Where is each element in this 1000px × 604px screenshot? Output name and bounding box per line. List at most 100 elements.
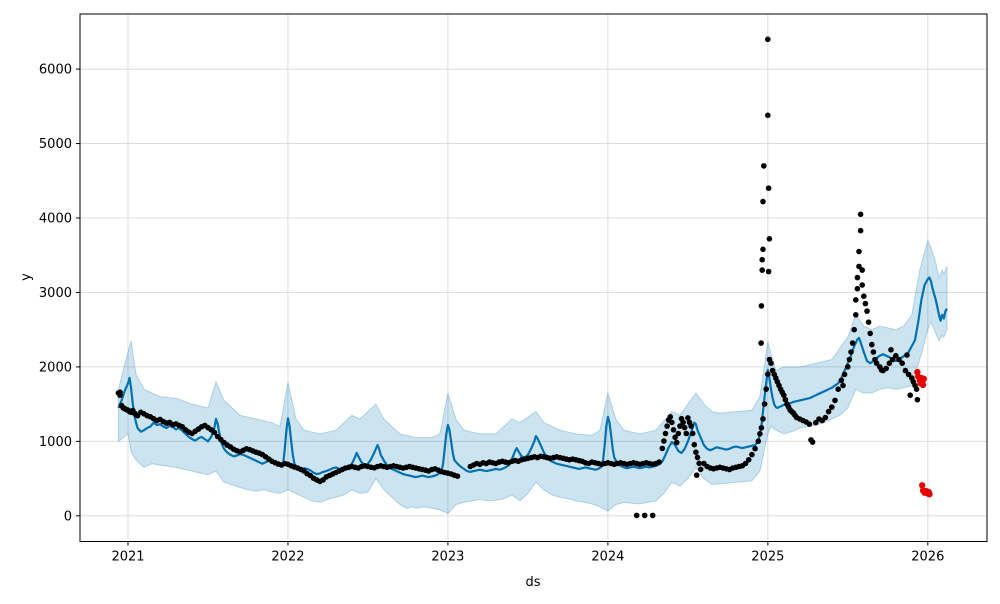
- history-point: [861, 293, 867, 300]
- history-point: [667, 414, 674, 420]
- history-point: [857, 211, 864, 218]
- axes-spines: [79, 13, 988, 542]
- history-point: [454, 473, 461, 480]
- history-point: [742, 460, 749, 467]
- history-point: [809, 439, 816, 445]
- history-point: [886, 360, 893, 367]
- history-point: [913, 386, 920, 393]
- x-tick-label: 2023: [431, 550, 464, 565]
- x-tick-label: 2024: [591, 550, 624, 565]
- history-point: [851, 326, 857, 333]
- history-point: [867, 330, 873, 337]
- x-tick-label: 2025: [751, 550, 784, 565]
- data-layer: [115, 36, 948, 519]
- history-point: [806, 421, 813, 428]
- anomaly-point: [919, 381, 927, 388]
- history-point: [760, 416, 766, 422]
- history-point: [765, 268, 772, 275]
- history-point: [825, 408, 832, 415]
- history-point: [845, 364, 851, 370]
- history-point: [902, 367, 909, 374]
- history-point: [752, 445, 758, 452]
- history-point: [211, 429, 218, 436]
- history-point: [759, 267, 765, 273]
- history-point: [661, 438, 667, 444]
- history-point: [856, 248, 862, 255]
- history-point: [675, 430, 682, 437]
- history-point: [673, 439, 680, 446]
- y-tick-label: 1000: [39, 435, 72, 450]
- history-point: [683, 430, 690, 437]
- history-point: [832, 397, 838, 404]
- history-point: [688, 423, 694, 429]
- y-tick-label: 0: [64, 509, 72, 524]
- history-point: [759, 256, 765, 263]
- history-point: [633, 512, 640, 519]
- history-point: [758, 425, 765, 431]
- y-tick-label: 2000: [39, 360, 72, 375]
- history-point: [859, 267, 865, 273]
- history-point: [760, 198, 766, 205]
- history-point: [840, 382, 846, 389]
- history-point: [888, 347, 894, 353]
- history-point: [849, 340, 856, 346]
- history-point: [766, 236, 773, 242]
- history-point: [907, 392, 913, 399]
- history-point: [680, 419, 686, 426]
- history-point: [761, 163, 767, 169]
- history-point: [813, 419, 819, 426]
- history-point: [857, 227, 864, 234]
- history-point: [758, 340, 764, 346]
- history-point: [765, 112, 771, 119]
- history-point: [649, 512, 656, 519]
- history-point: [662, 430, 669, 437]
- history-point: [864, 308, 870, 314]
- x-tick-label: 2021: [111, 550, 144, 565]
- x-tick-label: 2026: [911, 550, 944, 565]
- history-point: [899, 360, 905, 367]
- history-point: [862, 300, 869, 307]
- history-point: [889, 356, 896, 363]
- history-point: [835, 386, 841, 393]
- anomaly-scatter: [914, 368, 933, 498]
- x-axis-label: ds: [525, 575, 540, 590]
- history-point: [854, 274, 861, 281]
- history-point: [841, 371, 848, 378]
- history-point: [664, 423, 670, 429]
- history-point: [893, 352, 899, 359]
- anomaly-point: [919, 482, 926, 489]
- y-tick-label: 5000: [39, 137, 72, 152]
- history-point: [865, 319, 872, 326]
- history-point: [829, 404, 835, 410]
- history-point: [853, 312, 859, 318]
- history-point: [854, 285, 861, 292]
- history-point: [846, 356, 853, 363]
- history-point: [758, 303, 765, 309]
- history-point: [672, 434, 678, 441]
- history-scatter: [115, 36, 921, 519]
- history-point: [681, 424, 688, 431]
- history-point: [856, 263, 862, 270]
- history-point: [685, 415, 691, 421]
- x-tick-label: 2022: [271, 550, 304, 565]
- history-point: [669, 419, 675, 426]
- history-point: [765, 185, 772, 191]
- history-point: [859, 282, 865, 288]
- history-point: [749, 451, 755, 458]
- history-point: [763, 386, 769, 392]
- anomaly-point: [926, 491, 933, 498]
- history-point: [870, 349, 877, 355]
- history-point: [853, 297, 859, 303]
- history-point: [757, 431, 763, 437]
- history-point: [904, 352, 910, 358]
- history-point: [781, 392, 787, 399]
- history-point: [768, 360, 774, 367]
- history-point: [693, 449, 699, 456]
- axis-ticks: 2021 2022 2023 2024 2025 2026 0 1000 2000 3000 400…: [39, 63, 944, 565]
- history-point: [691, 441, 698, 448]
- history-point: [765, 36, 771, 43]
- y-tick-label: 4000: [39, 212, 72, 227]
- history-point: [822, 414, 829, 421]
